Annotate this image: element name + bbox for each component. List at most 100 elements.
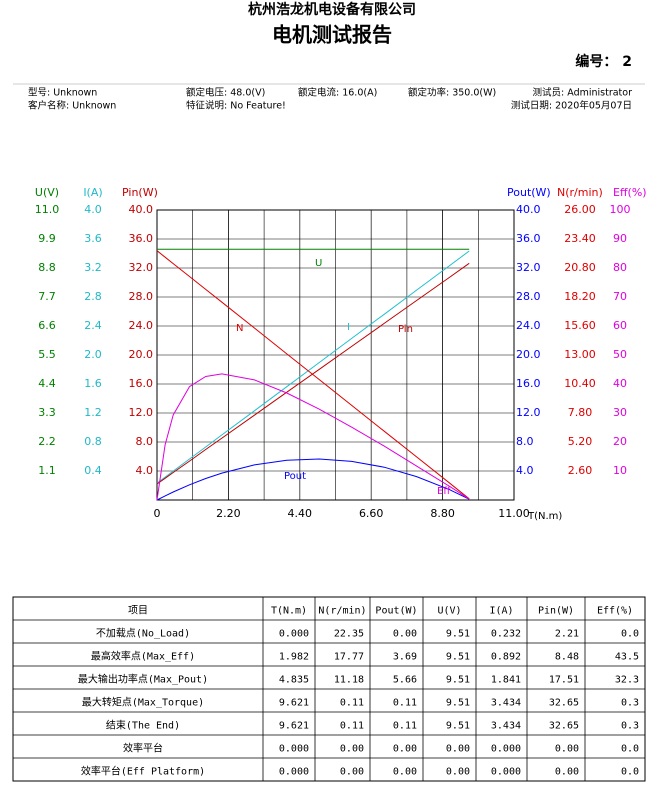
- series-line: [156, 373, 470, 501]
- y-tick-label: 36.0: [129, 232, 154, 245]
- info-field: 客户名称: Unknown: [28, 100, 116, 112]
- table-cell: 32.65: [549, 721, 579, 732]
- axis-label: Eff(%): [613, 186, 647, 199]
- table-cell: 0.00: [340, 744, 364, 755]
- y-tick-label: 12.0: [129, 406, 154, 419]
- y-tick-label: 6.6: [38, 319, 56, 332]
- y-tick-label: 3.6: [84, 232, 102, 245]
- table-cell: 9.621: [279, 698, 309, 709]
- row-label: 不加载点(No_Load): [96, 628, 190, 640]
- table-cell: 0.3: [621, 698, 639, 709]
- series-line: [156, 458, 470, 501]
- table-cell: 8.48: [555, 652, 579, 663]
- axis-label: I(A): [83, 186, 102, 199]
- y-tick-label: 16.0: [516, 377, 541, 390]
- row-label: 结束(The End): [106, 719, 180, 732]
- y-tick-label: 7.7: [38, 290, 56, 303]
- info-field: 型号: Unknown: [28, 88, 97, 99]
- y-tick-label: 32.0: [129, 261, 154, 274]
- y-tick-label: 13.00: [564, 348, 596, 361]
- y-tick-label: 26.00: [564, 203, 596, 216]
- y-tick-label: 1.6: [84, 377, 102, 390]
- y-tick-label: 1.1: [38, 464, 56, 477]
- x-tick-label: 8.80: [430, 507, 455, 520]
- row-label: 最大输出功率点(Max_Pout): [78, 673, 208, 686]
- y-tick-label: 4.0: [516, 464, 534, 477]
- y-tick-label: 5.20: [568, 435, 593, 448]
- y-tick-label: 100: [610, 203, 631, 216]
- y-tick-label: 20.0: [516, 348, 541, 361]
- x-tick-label: 0: [154, 507, 161, 520]
- y-tick-label: 70: [613, 290, 627, 303]
- y-tick-label: 24.0: [516, 319, 541, 332]
- table-cell: 0.0: [621, 629, 639, 640]
- table-cell: 9.51: [446, 629, 470, 640]
- column-header: N(r/min): [318, 606, 366, 617]
- table-cell: 0.000: [279, 629, 309, 640]
- column-header: U(V): [437, 606, 461, 617]
- table-cell: 32.65: [549, 698, 579, 709]
- table-cell: 9.51: [446, 675, 470, 686]
- y-tick-label: 40.0: [516, 203, 541, 216]
- row-label: 效率平台(Eff Platform): [81, 765, 205, 778]
- y-tick-label: 30: [613, 406, 627, 419]
- row-label: 效率平台: [123, 742, 163, 755]
- y-tick-label: 1.2: [84, 406, 102, 419]
- row-label: 最大转矩点(Max_Torque): [82, 696, 204, 709]
- table-cell: 43.5: [615, 652, 639, 663]
- row-label: 最高效率点(Max_Eff): [91, 650, 195, 663]
- column-header: Pout(W): [375, 606, 417, 617]
- y-tick-label: 0.8: [84, 435, 102, 448]
- series-label: N: [236, 323, 243, 334]
- axis-label: Pout(W): [507, 186, 551, 199]
- y-tick-label: 2.2: [38, 435, 56, 448]
- table-cell: 0.00: [555, 767, 579, 778]
- table-cell: 4.835: [279, 675, 309, 686]
- y-tick-label: 11.0: [35, 203, 60, 216]
- y-tick-label: 9.9: [38, 232, 56, 245]
- y-tick-label: 3.3: [38, 406, 56, 419]
- x-tick-label: 11.00: [498, 507, 530, 520]
- y-tick-label: 28.0: [129, 290, 154, 303]
- info-field: 测试员: Administrator: [533, 87, 633, 99]
- table-cell: 0.00: [393, 744, 417, 755]
- y-tick-label: 28.0: [516, 290, 541, 303]
- table-cell: 22.35: [334, 629, 364, 640]
- series-line: [156, 262, 470, 485]
- x-tick-label: 2.20: [216, 507, 241, 520]
- y-tick-label: 5.5: [38, 348, 56, 361]
- y-tick-label: 90: [613, 232, 627, 245]
- table-cell: 0.00: [340, 767, 364, 778]
- table-cell: 0.11: [393, 721, 417, 732]
- y-tick-label: 32.0: [516, 261, 541, 274]
- y-tick-label: 8.0: [136, 435, 154, 448]
- table-cell: 9.621: [279, 721, 309, 732]
- table-cell: 0.0: [621, 744, 639, 755]
- y-tick-label: 7.80: [568, 406, 593, 419]
- y-tick-label: 60: [613, 319, 627, 332]
- series-line: [156, 250, 470, 484]
- table-cell: 0.11: [393, 698, 417, 709]
- series-label: Eff: [437, 486, 451, 497]
- column-header: 项目: [128, 605, 148, 617]
- y-tick-label: 8.0: [516, 435, 534, 448]
- table-cell: 2.21: [555, 629, 579, 640]
- column-header: Eff(%): [597, 606, 633, 617]
- report-number: 编号： 2: [575, 53, 632, 70]
- table-cell: 0.3: [621, 721, 639, 732]
- y-tick-label: 50: [613, 348, 627, 361]
- y-tick-label: 20.80: [564, 261, 596, 274]
- series-line: [156, 250, 470, 500]
- table-cell: 9.51: [446, 698, 470, 709]
- table-cell: 0.00: [446, 744, 470, 755]
- column-header: I(A): [489, 606, 513, 617]
- table-cell: 17.51: [549, 675, 579, 686]
- table-cell: 9.51: [446, 652, 470, 663]
- column-header: T(N.m): [271, 606, 307, 617]
- table-cell: 0.000: [279, 767, 309, 778]
- y-tick-label: 20.0: [129, 348, 154, 361]
- axis-label: U(V): [35, 186, 59, 199]
- table-cell: 3.434: [491, 698, 521, 709]
